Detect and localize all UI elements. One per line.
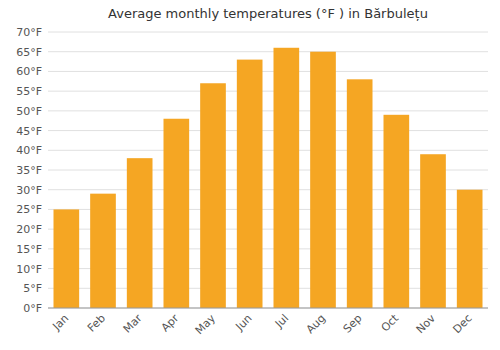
x-tick-label: Aug — [304, 312, 328, 336]
x-tick-label: Dec — [450, 312, 474, 336]
y-tick-label: 0°F — [23, 302, 42, 315]
y-tick-label: 15°F — [16, 243, 42, 256]
x-tick-label: Feb — [85, 312, 108, 335]
x-tick-label: Apr — [159, 311, 182, 334]
x-tick-label: Jan — [49, 312, 71, 334]
bar — [90, 194, 116, 308]
x-tick-label: Oct — [379, 311, 402, 334]
x-tick-label: May — [193, 311, 219, 337]
x-axis-line — [48, 308, 488, 309]
x-tick-label: Nov — [414, 311, 439, 336]
y-tick-label: 55°F — [16, 85, 42, 98]
y-tick-label: 35°F — [16, 164, 42, 177]
bar — [127, 158, 153, 308]
y-tick-label: 65°F — [16, 46, 42, 59]
chart-svg: Average monthly temperatures (°F ) in Bă… — [0, 0, 500, 350]
bar — [384, 115, 410, 308]
y-tick-label: 25°F — [16, 203, 42, 216]
bar — [200, 83, 226, 308]
grid-line — [48, 71, 488, 72]
x-tick-label: Sep — [341, 312, 365, 336]
bar — [420, 154, 446, 308]
chart-title: Average monthly temperatures (°F ) in Bă… — [108, 6, 428, 21]
bar — [164, 119, 190, 308]
y-tick-label: 60°F — [16, 65, 42, 78]
bar — [310, 52, 336, 308]
x-tick-label: Jun — [233, 312, 255, 334]
x-tick-label: Jul — [272, 312, 291, 331]
bar — [457, 190, 483, 308]
bar — [347, 79, 373, 308]
chart-container: Average monthly temperatures (°F ) in Bă… — [0, 0, 500, 350]
y-tick-label: 30°F — [16, 184, 42, 197]
bars — [54, 48, 483, 308]
y-tick-label: 40°F — [16, 144, 42, 157]
grid-line — [48, 51, 488, 52]
y-tick-label: 70°F — [16, 26, 42, 39]
y-tick-label: 45°F — [16, 125, 42, 138]
grid-line — [48, 110, 488, 111]
y-tick-label: 5°F — [23, 282, 42, 295]
grid-line — [48, 91, 488, 92]
bar — [274, 48, 300, 308]
grid-line — [48, 32, 488, 33]
y-tick-label: 20°F — [16, 223, 42, 236]
y-axis: 0°F 5°F 10°F 15°F 20°F 25°F 30°F 35°F 40°F 45°F 50… — [16, 26, 488, 315]
x-axis: Jan Feb Mar Apr May Jun Jul Aug Sep Oct Nov Dec — [48, 308, 488, 337]
y-tick-label: 10°F — [16, 263, 42, 276]
grid-line — [48, 308, 488, 309]
bar — [237, 60, 263, 308]
x-tick-label: Mar — [121, 311, 145, 335]
y-tick-label: 50°F — [16, 105, 42, 118]
grid-line — [48, 150, 488, 151]
bar — [54, 209, 80, 308]
grid-line — [48, 130, 488, 131]
